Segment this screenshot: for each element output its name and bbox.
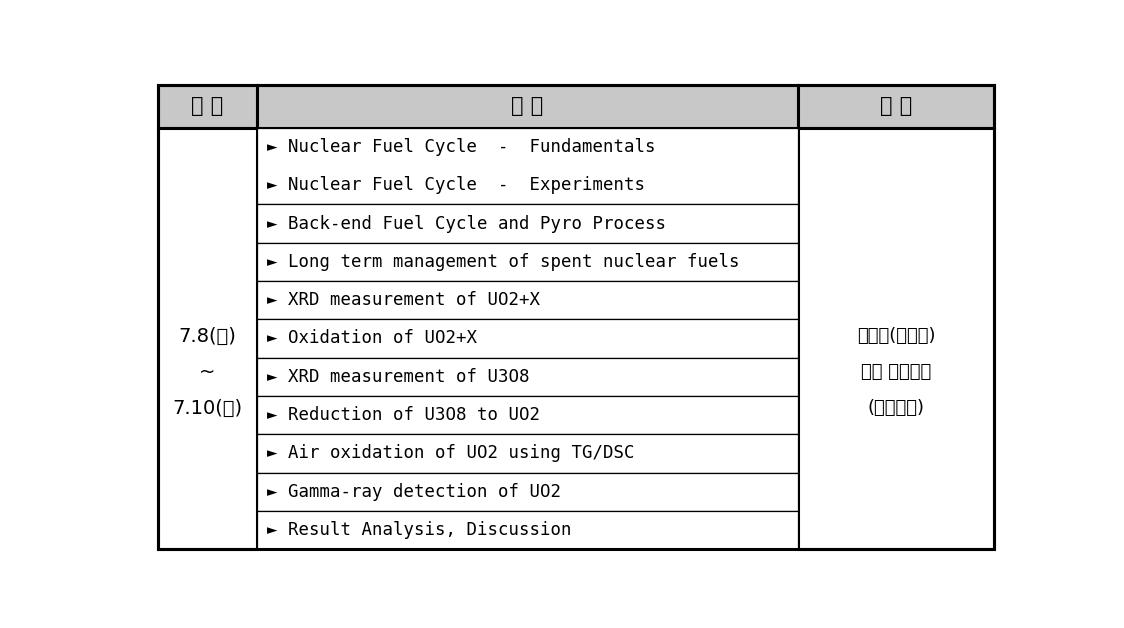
Text: 7.10(수): 7.10(수) bbox=[172, 399, 243, 418]
Text: ► Nuclear Fuel Cycle  -  Experiments: ► Nuclear Fuel Cycle - Experiments bbox=[268, 176, 645, 194]
Text: ► Result Analysis, Discussion: ► Result Analysis, Discussion bbox=[268, 521, 571, 539]
Bar bbox=[157, 85, 256, 127]
Text: 일 차: 일 차 bbox=[191, 96, 224, 116]
Text: ► Back-end Fuel Cycle and Pyro Process: ► Back-end Fuel Cycle and Pyro Process bbox=[268, 215, 667, 232]
Text: ► XRD measurement of U3O8: ► XRD measurement of U3O8 bbox=[268, 368, 529, 386]
Bar bbox=[256, 281, 798, 319]
Text: (도호쿠대): (도호쿠대) bbox=[868, 399, 924, 418]
Text: ► Oxidation of UO2+X: ► Oxidation of UO2+X bbox=[268, 330, 477, 347]
Bar bbox=[798, 127, 994, 550]
Bar bbox=[256, 242, 798, 281]
Bar bbox=[256, 127, 798, 204]
Text: 7.8(월): 7.8(월) bbox=[179, 327, 236, 345]
Bar bbox=[256, 204, 798, 242]
Bar bbox=[256, 473, 798, 511]
Bar bbox=[256, 85, 798, 127]
Text: 박광헌(경희대): 박광헌(경희대) bbox=[856, 327, 935, 345]
Text: ► Long term management of spent nuclear fuels: ► Long term management of spent nuclear … bbox=[268, 253, 740, 271]
Text: ~: ~ bbox=[199, 363, 216, 382]
Bar bbox=[256, 396, 798, 435]
Text: ► Air oxidation of UO2 using TG/DSC: ► Air oxidation of UO2 using TG/DSC bbox=[268, 445, 635, 462]
Bar bbox=[256, 435, 798, 473]
Bar bbox=[157, 127, 256, 550]
Bar bbox=[256, 319, 798, 358]
Text: 사토 노부아키: 사토 노부아키 bbox=[861, 363, 931, 381]
Text: 강 사: 강 사 bbox=[880, 96, 912, 116]
Text: ► Nuclear Fuel Cycle  -  Fundamentals: ► Nuclear Fuel Cycle - Fundamentals bbox=[268, 138, 655, 156]
Bar bbox=[798, 85, 994, 127]
Text: ► Reduction of U3O8 to UO2: ► Reduction of U3O8 to UO2 bbox=[268, 406, 540, 424]
Text: 내 용: 내 용 bbox=[511, 96, 543, 116]
Bar bbox=[256, 358, 798, 396]
Text: ► XRD measurement of UO2+X: ► XRD measurement of UO2+X bbox=[268, 291, 540, 309]
Text: ► Gamma-ray detection of UO2: ► Gamma-ray detection of UO2 bbox=[268, 483, 561, 501]
Bar bbox=[256, 511, 798, 550]
